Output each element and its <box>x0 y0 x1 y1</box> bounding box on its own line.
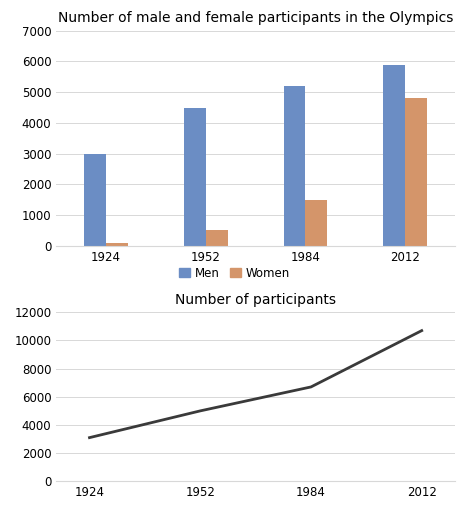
Title: Number of participants: Number of participants <box>175 293 336 307</box>
Bar <box>206 230 227 246</box>
Title: Number of male and female participants in the Olympics: Number of male and female participants i… <box>58 11 454 26</box>
Bar <box>106 243 128 246</box>
Bar <box>184 108 206 246</box>
Bar <box>305 200 327 246</box>
Bar <box>283 86 305 246</box>
Bar <box>383 65 405 246</box>
Bar <box>84 154 106 246</box>
Bar <box>405 98 427 246</box>
Legend: Men, Women: Men, Women <box>174 262 295 284</box>
